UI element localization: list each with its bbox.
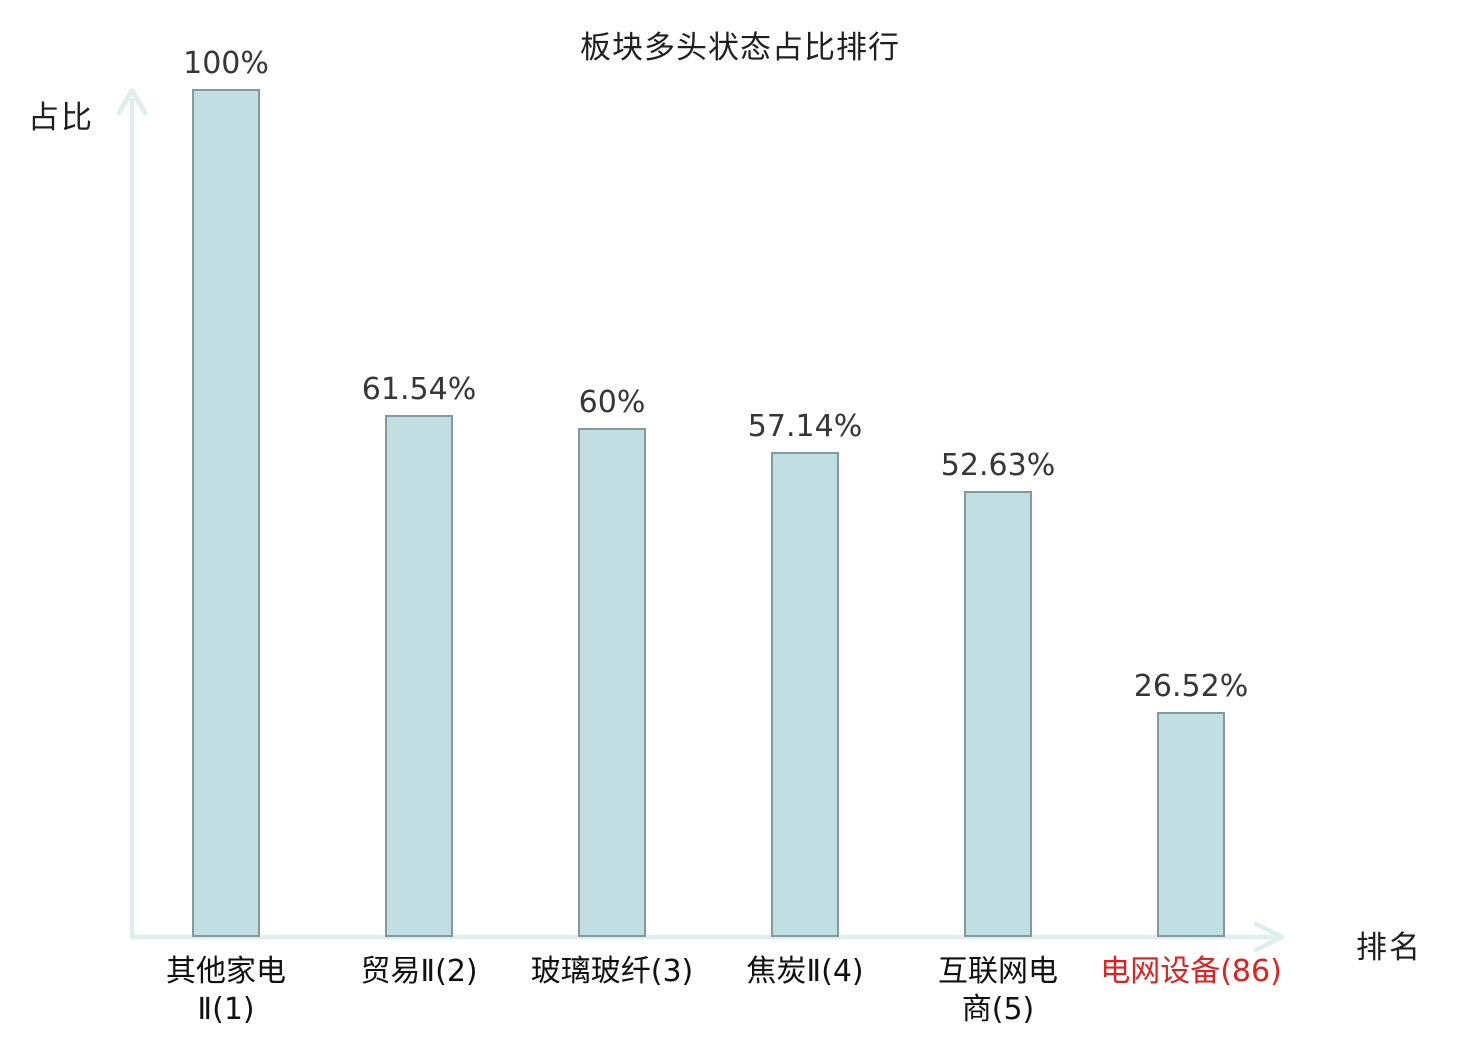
bar-value-label: 60% [578,385,646,420]
category-label-line: 贸易Ⅱ(2) [360,954,478,989]
category-label: 电网设备(86) [1100,953,1282,991]
bar-value-label: 52.63% [940,448,1056,483]
y-axis-arrow-icon [116,87,148,116]
bar: 61.54% 贸易Ⅱ(2) [360,372,477,989]
category-label: 其他家电 Ⅱ(1) [166,953,286,1029]
bar-value-label: 100% [183,46,269,81]
category-label-line: 商(5) [961,992,1035,1027]
category-label-line: 玻璃玻纤(3) [530,954,694,989]
y-axis-label: 占比 [28,100,94,136]
bar: 52.63% 互联网电 商(5) [938,448,1058,1027]
bar: 100% 其他家电 Ⅱ(1) [166,46,286,1027]
bar-value-label: 61.54% [361,372,477,407]
category-label-line: 焦炭Ⅱ(4) [746,954,864,989]
bar-value-label: 57.14% [747,409,863,444]
category-label: 互联网电 商(5) [938,953,1058,1029]
category-label: 焦炭Ⅱ(4) [746,953,863,991]
bar: 60% 玻璃玻纤(3) [531,385,694,989]
category-label: 贸易Ⅱ(2) [360,953,477,991]
category-label: 玻璃玻纤(3) [531,953,694,991]
x-axis-label: 排名 [1356,930,1422,966]
chart-title: 板块多头状态占比排行 [580,30,900,66]
bars-row: 100% 其他家电 Ⅱ(1) 61.54% 贸易Ⅱ(2) 60% 玻璃玻纤(3)… [166,46,1282,1027]
category-label-line: 电网设备(86) [1100,954,1282,989]
bar: 26.52% 电网设备(86) [1100,669,1282,989]
bar-value-label: 26.52% [1133,669,1249,704]
bar: 57.14% 焦炭Ⅱ(4) [746,409,863,989]
category-label-line: Ⅱ(1) [197,992,255,1027]
x-axis-arrow-icon [1253,921,1285,953]
category-label-line: 其他家电 [166,954,286,989]
category-label-line: 互联网电 [938,954,1058,989]
